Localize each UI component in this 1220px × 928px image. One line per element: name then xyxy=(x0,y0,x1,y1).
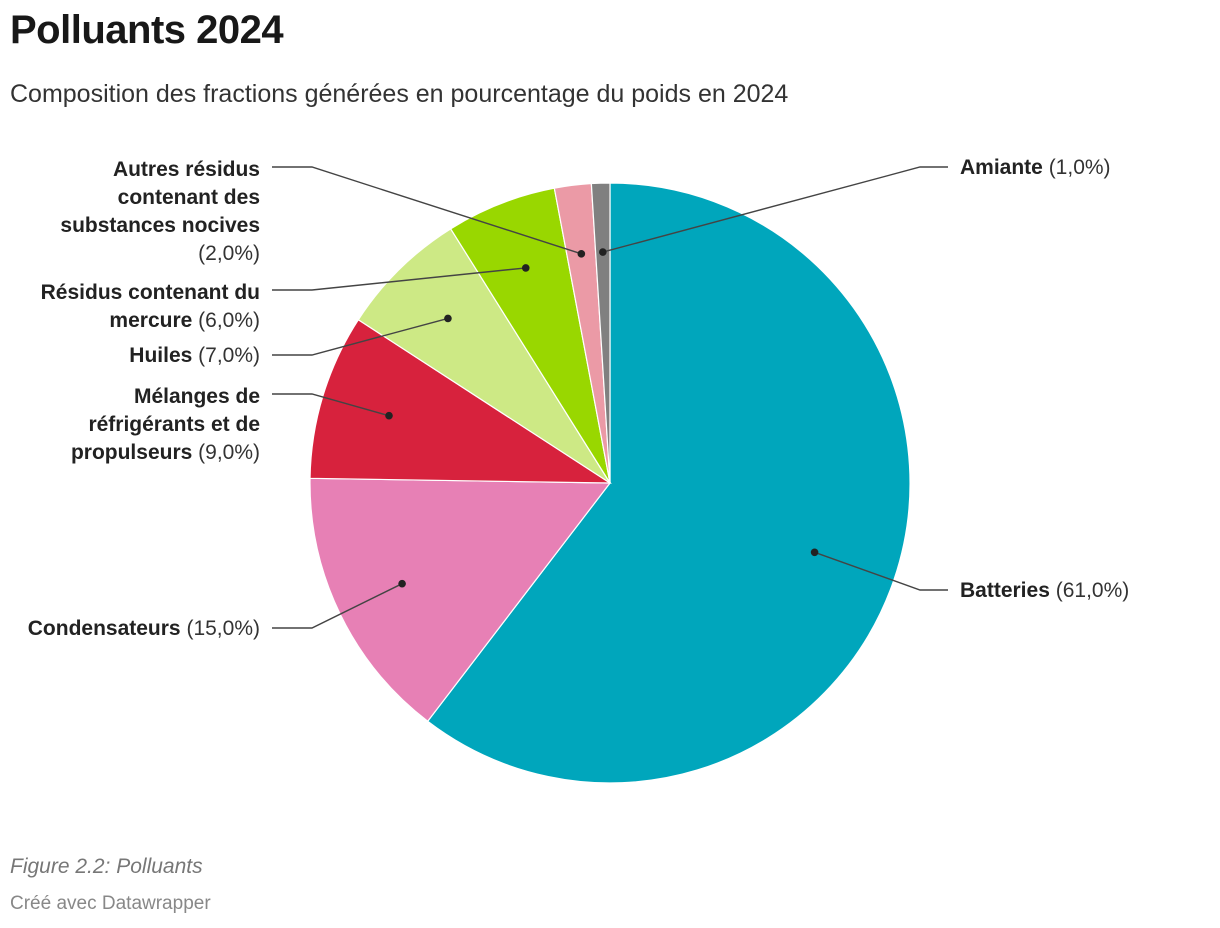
chart-title: Polluants 2024 xyxy=(10,8,284,52)
slice-label-value: (1,0%) xyxy=(1043,156,1111,179)
leader-line-melanges xyxy=(272,393,390,417)
slice-label-name: Condensateurs xyxy=(28,617,181,640)
leader-line-amiante xyxy=(602,166,948,253)
slice-label-melanges: Mélanges de réfrigérants et de propulseurs… xyxy=(71,385,260,464)
slice-label-name: Batteries xyxy=(960,579,1050,602)
slice-label-name: propulseurs xyxy=(71,441,192,464)
slice-label-value: (15,0%) xyxy=(181,617,260,640)
slice-label-name: Autres résidus xyxy=(113,158,260,181)
pie-slice-huiles[interactable] xyxy=(357,227,611,484)
slice-label-name: réfrigérants et de xyxy=(88,413,260,436)
chart-subtitle: Composition des fractions générées en po… xyxy=(10,80,789,108)
slice-label-autres: Autres résidus contenant des substances no… xyxy=(60,158,260,265)
pie-slice-batteries[interactable] xyxy=(426,182,911,784)
slice-label-name: mercure xyxy=(109,309,192,332)
leader-line-batteries xyxy=(814,551,948,591)
slice-label-huiles: Huiles (7,0%) xyxy=(129,344,260,367)
figure-caption: Figure 2.2: Polluants xyxy=(10,855,203,878)
pie-slice-melanges[interactable] xyxy=(309,318,613,484)
slice-label-value: (61,0%) xyxy=(1050,579,1129,602)
slice-label-value: (6,0%) xyxy=(192,309,260,332)
pie-slice-amiante[interactable] xyxy=(590,182,611,484)
leader-dot-condensateurs xyxy=(398,579,406,588)
leader-dot-huiles xyxy=(444,314,452,323)
slice-label-name: Amiante xyxy=(960,156,1043,179)
slice-label-name: Résidus contenant du xyxy=(41,281,260,304)
leader-dot-amiante xyxy=(599,248,607,256)
slice-label-value: (9,0%) xyxy=(192,441,260,464)
slice-label-name: substances nocives xyxy=(60,214,260,237)
slice-label-condensateurs: Condensateurs (15,0%) xyxy=(28,617,260,640)
leader-dot-autres xyxy=(577,249,586,258)
leader-dot-melanges xyxy=(385,411,393,420)
leader-line-huiles xyxy=(272,317,449,356)
slice-label-value: (2,0%) xyxy=(198,242,260,265)
slice-label-name: contenant des xyxy=(118,186,260,209)
credit-line: Créé avec Datawrapper xyxy=(10,893,211,914)
leader-line-mercure xyxy=(272,267,526,291)
slice-label-batteries: Batteries (61,0%) xyxy=(960,579,1129,602)
leader-dot-mercure xyxy=(521,264,530,272)
slice-label-name: Huiles xyxy=(129,344,192,367)
slice-label-amiante: Amiante (1,0%) xyxy=(960,156,1111,179)
leader-dot-batteries xyxy=(810,548,819,557)
slice-label-value: (7,0%) xyxy=(192,344,260,367)
slice-label-name: Mélanges de xyxy=(134,385,260,408)
leader-line-condensateurs xyxy=(272,583,403,629)
slice-label-mercure: Résidus contenant du mercure (6,0%) xyxy=(41,281,260,332)
leader-line-autres xyxy=(272,166,582,255)
pie-chart: Batteries (61,0%) Condensateurs (15,0%) Mé… xyxy=(28,156,1129,784)
